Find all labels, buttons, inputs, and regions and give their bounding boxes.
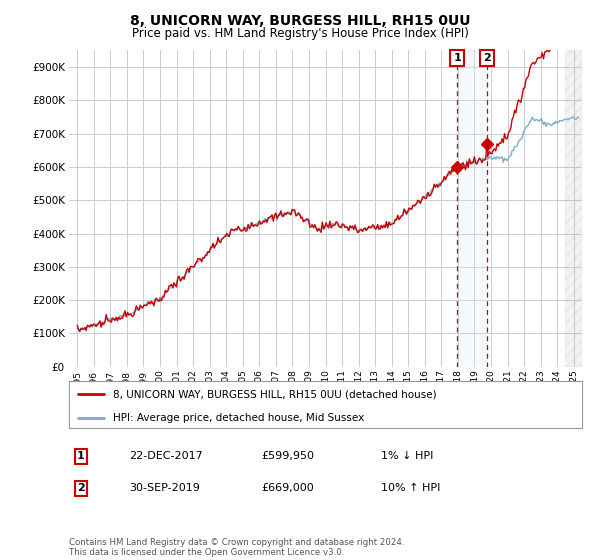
- Text: £669,000: £669,000: [261, 483, 314, 493]
- Text: 22-DEC-2017: 22-DEC-2017: [129, 451, 203, 461]
- Text: 8, UNICORN WAY, BURGESS HILL, RH15 0UU (detached house): 8, UNICORN WAY, BURGESS HILL, RH15 0UU (…: [113, 389, 436, 399]
- Text: 1% ↓ HPI: 1% ↓ HPI: [381, 451, 433, 461]
- Text: 2: 2: [483, 53, 491, 63]
- Text: 8, UNICORN WAY, BURGESS HILL, RH15 0UU: 8, UNICORN WAY, BURGESS HILL, RH15 0UU: [130, 14, 470, 28]
- Text: 1: 1: [77, 451, 85, 461]
- Bar: [457, 50, 487, 367]
- Text: Price paid vs. HM Land Registry's House Price Index (HPI): Price paid vs. HM Land Registry's House …: [131, 27, 469, 40]
- Text: 30-SEP-2019: 30-SEP-2019: [129, 483, 200, 493]
- Text: HPI: Average price, detached house, Mid Sussex: HPI: Average price, detached house, Mid …: [113, 413, 364, 423]
- Text: 1: 1: [454, 53, 461, 63]
- Text: 10% ↑ HPI: 10% ↑ HPI: [381, 483, 440, 493]
- Text: 2: 2: [77, 483, 85, 493]
- Text: Contains HM Land Registry data © Crown copyright and database right 2024.
This d: Contains HM Land Registry data © Crown c…: [69, 538, 404, 557]
- Bar: [565, 50, 582, 367]
- Text: £599,950: £599,950: [261, 451, 314, 461]
